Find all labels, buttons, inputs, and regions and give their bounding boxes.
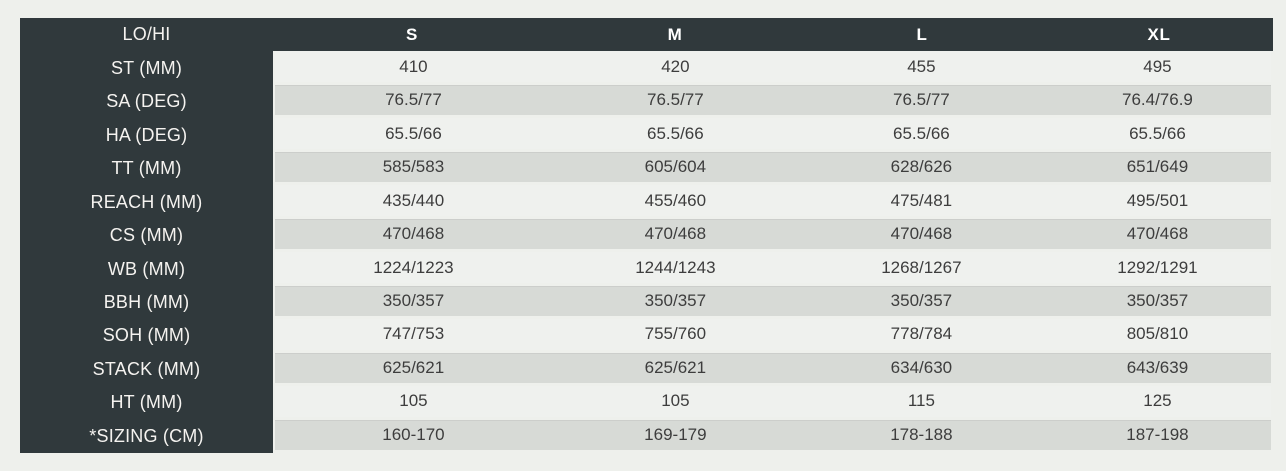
- cell-size-xl: 805/810: [1043, 319, 1271, 350]
- table-row: *SIZING (CM) 160-170 169-179 178-188 187…: [20, 419, 1273, 454]
- column-header-xl: XL: [1147, 24, 1171, 44]
- table-row: CS (MM) 470/468 470/468 470/468 470/468: [20, 218, 1273, 253]
- cell-size-l: 455: [798, 51, 1044, 82]
- cell-size-l: 178-188: [798, 419, 1044, 451]
- cell-size-xl: 495/501: [1043, 185, 1271, 216]
- cell-size-xl: 495: [1043, 51, 1271, 82]
- cell-size-l: 470/468: [798, 218, 1044, 250]
- cell-size-xl: 1292/1291: [1043, 252, 1271, 283]
- row-label: STACK (MM): [20, 352, 273, 387]
- cell-size-xl: 470/468: [1043, 218, 1271, 250]
- cell-size-s: 585/583: [275, 151, 552, 183]
- table-row: ST (MM) 410 420 455 495: [20, 51, 1273, 85]
- cell-size-m: 1244/1243: [551, 252, 799, 283]
- cell-size-s: 105: [275, 386, 552, 417]
- cell-size-m: 605/604: [551, 151, 799, 183]
- cell-size-xl: 643/639: [1043, 352, 1271, 384]
- row-values-band: 1224/1223 1244/1243 1268/1267 1292/1291: [275, 252, 1271, 283]
- cell-size-s: 747/753: [275, 319, 552, 350]
- cell-size-s: 625/621: [275, 352, 552, 384]
- table-header-row: LO/HI S M L XL: [20, 18, 1273, 52]
- row-label: *SIZING (CM): [20, 419, 273, 454]
- cell-size-s: 76.5/77: [275, 84, 552, 116]
- row-label: SOH (MM): [20, 319, 273, 353]
- row-label: WB (MM): [20, 252, 273, 286]
- row-values-band: 105 105 115 125: [275, 386, 1271, 417]
- row-values-band: 625/621 625/621 634/630 643/639: [275, 352, 1271, 384]
- row-label: CS (MM): [20, 218, 273, 253]
- row-label: ST (MM): [20, 51, 273, 85]
- row-label: TT (MM): [20, 151, 273, 186]
- cell-size-m: 470/468: [551, 218, 799, 250]
- row-values-band: 435/440 455/460 475/481 495/501: [275, 185, 1271, 216]
- table-row: HA (DEG) 65.5/66 65.5/66 65.5/66 65.5/66: [20, 118, 1273, 152]
- column-header-s: S: [406, 24, 418, 44]
- cell-size-l: 628/626: [798, 151, 1044, 183]
- cell-size-m: 455/460: [551, 185, 799, 216]
- row-label: REACH (MM): [20, 185, 273, 219]
- cell-size-l: 350/357: [798, 285, 1044, 317]
- row-label: BBH (MM): [20, 285, 273, 320]
- table-row: SA (DEG) 76.5/77 76.5/77 76.5/77 76.4/76…: [20, 84, 1273, 119]
- cell-size-m: 420: [551, 51, 799, 82]
- cell-size-m: 65.5/66: [551, 118, 799, 149]
- cell-size-s: 160-170: [275, 419, 552, 451]
- cell-size-s: 65.5/66: [275, 118, 552, 149]
- row-values-band: 410 420 455 495: [275, 51, 1271, 82]
- row-values-band: 160-170 169-179 178-188 187-198: [275, 419, 1271, 451]
- cell-size-xl: 350/357: [1043, 285, 1271, 317]
- table-row: HT (MM) 105 105 115 125: [20, 386, 1273, 420]
- geometry-table: LO/HI S M L XL ST (MM) 410 420 455 495 SA (…: [20, 18, 1273, 454]
- cell-size-l: 475/481: [798, 185, 1044, 216]
- table-row: TT (MM) 585/583 605/604 628/626 651/649: [20, 151, 1273, 186]
- table-row: SOH (MM) 747/753 755/760 778/784 805/810: [20, 319, 1273, 353]
- cell-size-s: 350/357: [275, 285, 552, 317]
- column-header-l: L: [916, 24, 928, 44]
- row-label: HA (DEG): [20, 118, 273, 152]
- row-values-band: 350/357 350/357 350/357 350/357: [275, 285, 1271, 317]
- row-label: HT (MM): [20, 386, 273, 420]
- cell-size-l: 634/630: [798, 352, 1044, 384]
- corner-label: LO/HI: [20, 18, 273, 52]
- cell-size-s: 410: [275, 51, 552, 82]
- row-label: SA (DEG): [20, 84, 273, 119]
- cell-size-s: 435/440: [275, 185, 552, 216]
- row-values-band: 76.5/77 76.5/77 76.5/77 76.4/76.9: [275, 84, 1271, 116]
- table-row: BBH (MM) 350/357 350/357 350/357 350/357: [20, 285, 1273, 320]
- row-values-band: 470/468 470/468 470/468 470/468: [275, 218, 1271, 250]
- row-values-band: 585/583 605/604 628/626 651/649: [275, 151, 1271, 183]
- cell-size-l: 115: [798, 386, 1044, 417]
- cell-size-xl: 187-198: [1043, 419, 1271, 451]
- cell-size-m: 350/357: [551, 285, 799, 317]
- size-header-band: S M L XL: [273, 18, 1273, 52]
- row-values-band: 65.5/66 65.5/66 65.5/66 65.5/66: [275, 118, 1271, 149]
- cell-size-m: 169-179: [551, 419, 799, 451]
- cell-size-m: 76.5/77: [551, 84, 799, 116]
- cell-size-l: 65.5/66: [798, 118, 1044, 149]
- table-row: REACH (MM) 435/440 455/460 475/481 495/5…: [20, 185, 1273, 219]
- cell-size-xl: 65.5/66: [1043, 118, 1271, 149]
- cell-size-l: 778/784: [798, 319, 1044, 350]
- row-values-band: 747/753 755/760 778/784 805/810: [275, 319, 1271, 350]
- cell-size-xl: 125: [1043, 386, 1271, 417]
- cell-size-m: 625/621: [551, 352, 799, 384]
- cell-size-s: 470/468: [275, 218, 552, 250]
- cell-size-xl: 651/649: [1043, 151, 1271, 183]
- table-row: STACK (MM) 625/621 625/621 634/630 643/6…: [20, 352, 1273, 387]
- table-row: WB (MM) 1224/1223 1244/1243 1268/1267 12…: [20, 252, 1273, 286]
- cell-size-l: 76.5/77: [798, 84, 1044, 116]
- cell-size-m: 105: [551, 386, 799, 417]
- cell-size-xl: 76.4/76.9: [1043, 84, 1271, 116]
- cell-size-s: 1224/1223: [275, 252, 552, 283]
- cell-size-m: 755/760: [551, 319, 799, 350]
- column-header-m: M: [667, 24, 683, 44]
- cell-size-l: 1268/1267: [798, 252, 1044, 283]
